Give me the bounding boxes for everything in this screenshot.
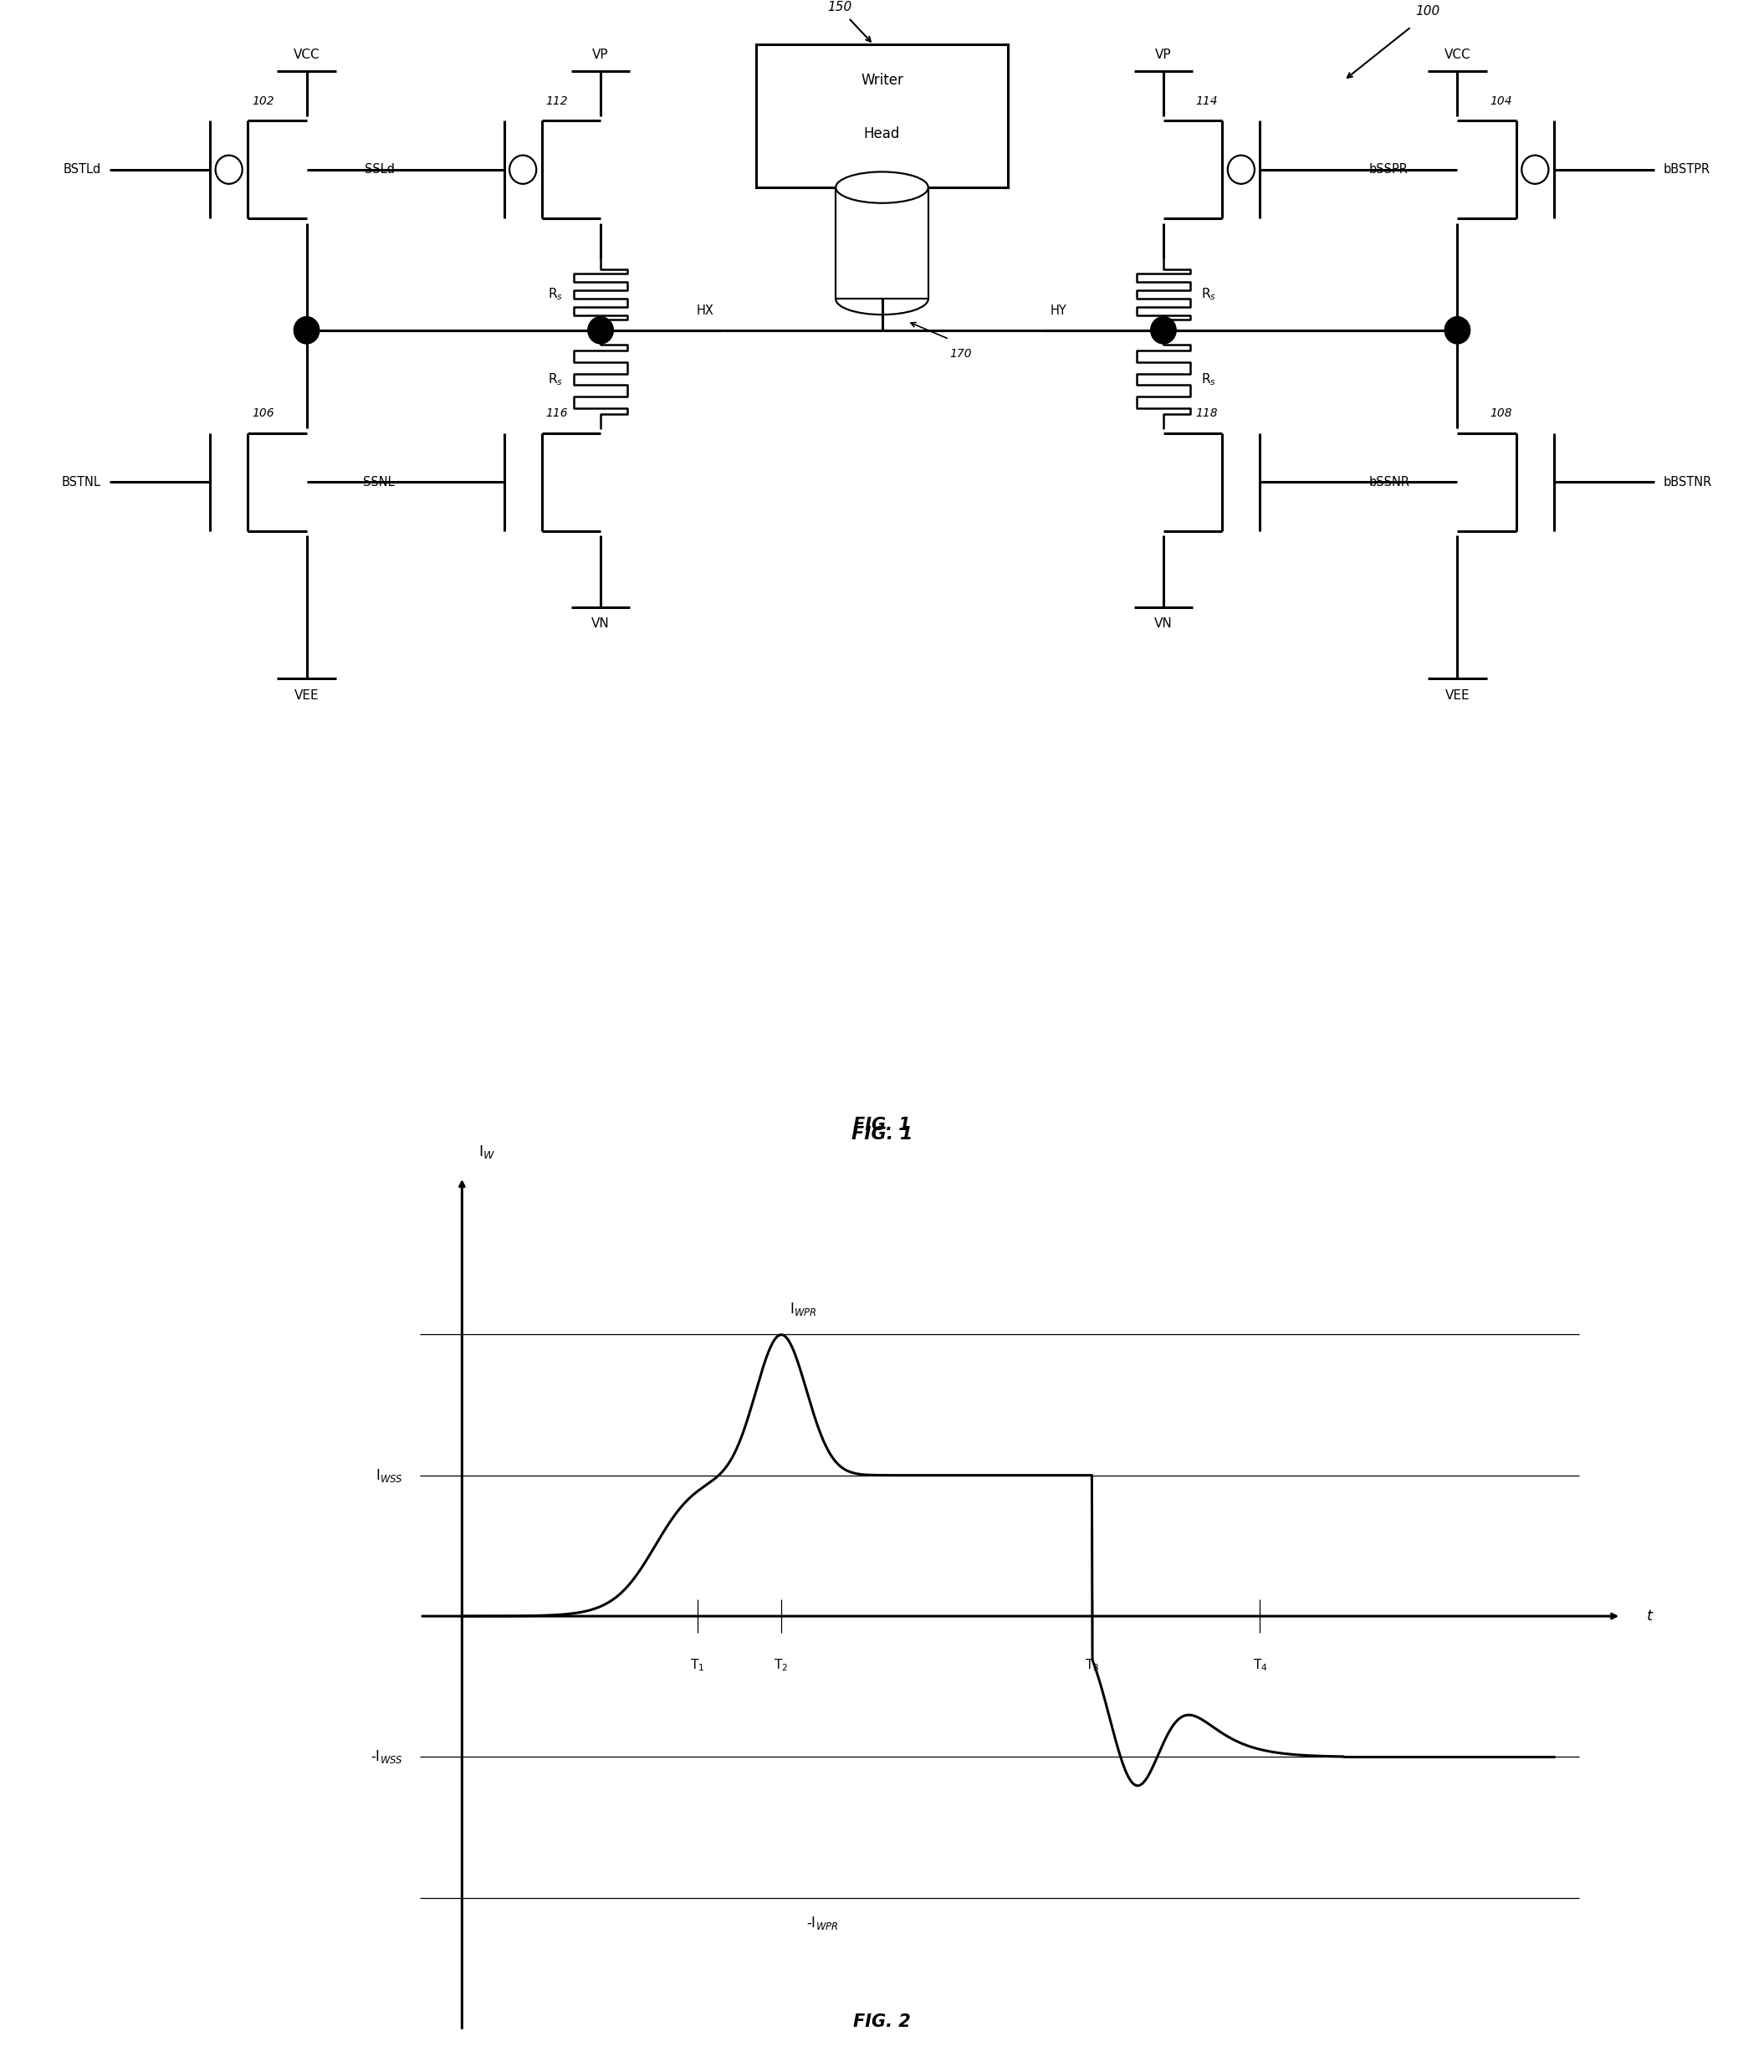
Text: R$_s$: R$_s$	[547, 371, 563, 387]
Text: BSTNL: BSTNL	[62, 477, 101, 489]
Text: 114: 114	[1196, 95, 1217, 108]
Circle shape	[295, 317, 319, 344]
Text: R$_s$: R$_s$	[1201, 286, 1217, 303]
Text: SSNL: SSNL	[363, 477, 395, 489]
Text: T$_1$: T$_1$	[690, 1658, 704, 1674]
Circle shape	[1150, 317, 1177, 344]
Text: VN: VN	[591, 617, 610, 630]
Circle shape	[1445, 317, 1469, 344]
Text: VEE: VEE	[1445, 690, 1469, 702]
Circle shape	[1445, 317, 1469, 344]
Text: 108: 108	[1491, 408, 1512, 419]
Text: 116: 116	[547, 408, 568, 419]
Text: Writer: Writer	[861, 73, 903, 87]
Text: bSSPR: bSSPR	[1369, 164, 1408, 176]
Text: 106: 106	[252, 408, 273, 419]
Circle shape	[295, 317, 319, 344]
Text: I$_{WPR}$: I$_{WPR}$	[790, 1301, 817, 1318]
Text: SSLd: SSLd	[365, 164, 395, 176]
Circle shape	[587, 317, 614, 344]
Text: FIG. 1: FIG. 1	[854, 1117, 910, 1133]
Text: T$_3$: T$_3$	[1085, 1658, 1099, 1674]
Text: VP: VP	[593, 48, 609, 60]
Text: 104: 104	[1491, 95, 1512, 108]
Text: VEE: VEE	[295, 690, 319, 702]
Text: 100: 100	[1416, 6, 1439, 19]
Text: 150: 150	[827, 0, 852, 12]
Text: VCC: VCC	[293, 48, 319, 60]
Text: R$_s$: R$_s$	[547, 286, 563, 303]
Text: bSSNR: bSSNR	[1369, 477, 1409, 489]
Text: T$_2$: T$_2$	[774, 1658, 789, 1674]
Text: Head: Head	[864, 126, 900, 141]
Text: I$_{WSS}$: I$_{WSS}$	[376, 1467, 404, 1484]
Text: I$_W$: I$_W$	[478, 1144, 496, 1160]
Text: BSTLd: BSTLd	[64, 164, 101, 176]
Text: HY: HY	[1050, 305, 1067, 317]
Ellipse shape	[836, 172, 928, 203]
Text: T$_4$: T$_4$	[1252, 1658, 1267, 1674]
Text: -I$_{WPR}$: -I$_{WPR}$	[806, 1915, 838, 1931]
Text: 118: 118	[1196, 408, 1217, 419]
Bar	[836, 186, 928, 298]
Text: VN: VN	[1154, 617, 1173, 630]
Text: 102: 102	[252, 95, 273, 108]
Text: FIG. 1: FIG. 1	[852, 1125, 912, 1142]
Text: VCC: VCC	[1445, 48, 1471, 60]
Bar	[757, 46, 1007, 186]
Text: bBSTNR: bBSTNR	[1663, 477, 1711, 489]
Circle shape	[1150, 317, 1177, 344]
Text: HX: HX	[697, 305, 714, 317]
Text: -I$_{WSS}$: -I$_{WSS}$	[370, 1749, 404, 1765]
Text: bBSTPR: bBSTPR	[1663, 164, 1709, 176]
Text: FIG. 2: FIG. 2	[854, 2014, 910, 2031]
Text: t: t	[1646, 1608, 1653, 1624]
Text: R$_s$: R$_s$	[1201, 371, 1217, 387]
Text: 112: 112	[547, 95, 568, 108]
Text: VP: VP	[1155, 48, 1171, 60]
Text: 170: 170	[949, 348, 972, 361]
Circle shape	[587, 317, 614, 344]
